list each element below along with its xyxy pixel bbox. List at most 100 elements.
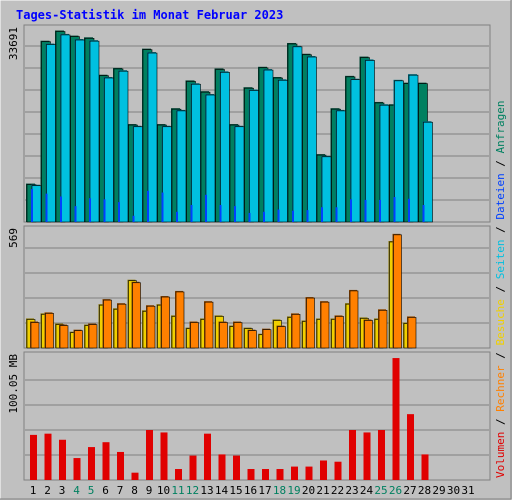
- bar-rechner-day-13: [204, 301, 214, 349]
- bar-rechner-day-23: [349, 290, 359, 349]
- x-tick-label: 24: [360, 484, 374, 497]
- x-tick-label: 15: [229, 484, 242, 497]
- bar-seiten-day-11: [176, 110, 187, 223]
- bar-seiten-day-21: [321, 156, 332, 223]
- bar-rechner-day-21: [320, 301, 330, 349]
- bar-seiten-day-4: [75, 39, 85, 223]
- bar-dateien-day-18: [277, 209, 280, 222]
- legend-item-anfragen: Anfragen: [494, 100, 507, 153]
- bar-rechner-day-10: [161, 296, 170, 349]
- bar-seiten-day-27: [408, 74, 419, 223]
- bar-volumen-day-5: [88, 447, 95, 480]
- chart-panels: 33691 569 100.05 MB: [7, 24, 491, 481]
- bar-rechner-day-22: [335, 316, 344, 349]
- x-tick-label: 26: [389, 484, 402, 497]
- x-tick-label: 13: [200, 484, 213, 497]
- bar-dateien-day-13: [205, 194, 207, 222]
- legend-text: Volumen / Rechner / Besuche / Seiten / D…: [494, 100, 507, 478]
- bar-rechner-day-17: [262, 329, 272, 349]
- bar-rechner-day-5: [88, 324, 98, 349]
- x-tick-label: 21: [316, 484, 329, 497]
- bar-rechner-day-1: [30, 322, 40, 349]
- bar-seiten-day-28: [423, 121, 433, 223]
- x-tick-label: 11: [171, 484, 184, 497]
- x-axis-labels: 1 2 3 4 5 6 7 8 9 10 11 12 13 14 15 16 17 18 19 20 21 22 23 24 2…: [30, 484, 475, 497]
- bar-rechner-day-15: [233, 322, 243, 349]
- x-tick-label: 25: [374, 484, 387, 497]
- bar-volumen-day-17: [262, 469, 269, 480]
- panel-volume: 100.05 MB: [7, 351, 491, 481]
- bar-seiten-day-15: [234, 126, 245, 223]
- bar-seiten-day-1: [31, 185, 42, 223]
- bar-volumen-day-8: [131, 472, 139, 480]
- legend-item-seiten: Seiten: [494, 240, 507, 280]
- x-tick-label: 16: [244, 484, 257, 497]
- bar-rechner-day-18: [277, 326, 286, 349]
- bar-dateien-day-16: [248, 212, 251, 222]
- x-tick-label: 5: [88, 484, 95, 497]
- x-tick-label: 10: [157, 484, 170, 497]
- x-tick-label: 28: [418, 484, 431, 497]
- x-tick-label: 20: [302, 484, 315, 497]
- x-tick-label: 4: [73, 484, 80, 497]
- x-tick-label: 27: [403, 484, 416, 497]
- bar-dateien-day-25: [379, 199, 381, 222]
- bar-volumen-day-14: [218, 454, 226, 480]
- bar-seiten-day-3: [60, 34, 71, 223]
- bar-seiten-day-26: [394, 80, 404, 223]
- bar-volumen-day-7: [117, 451, 124, 480]
- bar-seiten-day-2: [46, 44, 56, 223]
- bar-rechner-day-26: [393, 234, 402, 349]
- bar-dateien-day-4: [74, 206, 77, 222]
- bar-volumen-day-6: [102, 442, 110, 480]
- bar-seiten-day-17: [263, 69, 274, 223]
- bar-seiten-day-7: [118, 70, 129, 223]
- bar-volumen-day-1: [30, 434, 37, 480]
- bar-dateien-day-8: [132, 215, 135, 222]
- x-tick-label: 18: [273, 484, 286, 497]
- bar-dateien-day-22: [335, 207, 338, 222]
- legend-separator: /: [494, 220, 507, 240]
- bar-volumen-day-10: [160, 432, 168, 480]
- x-tick-label: 22: [331, 484, 344, 497]
- x-tick-label: 3: [59, 484, 66, 497]
- bar-rechner-day-9: [146, 305, 156, 349]
- bar-volumen-day-3: [59, 439, 66, 480]
- bar-seiten-day-25: [379, 104, 390, 223]
- panel-hits: 33691: [7, 24, 491, 223]
- x-tick-label: 31: [461, 484, 474, 497]
- bar-rechner-day-14: [219, 322, 228, 349]
- bar-volumen-day-26: [392, 358, 400, 480]
- panel-visits: 569: [7, 225, 491, 349]
- bar-volumen-day-4: [73, 458, 81, 480]
- bar-volumen-day-2: [44, 433, 52, 480]
- bar-volumen-day-24: [363, 432, 371, 480]
- bar-volumen-day-16: [247, 469, 255, 480]
- bar-volumen-day-27: [407, 414, 414, 480]
- x-tick-label: 7: [117, 484, 124, 497]
- x-tick-label: 14: [215, 484, 229, 497]
- legend-item-besuche: Besuche: [494, 299, 507, 345]
- bar-rechner-day-19: [291, 314, 301, 349]
- bar-dateien-day-1: [31, 189, 33, 222]
- bar-seiten-day-13: [205, 94, 216, 223]
- bar-dateien-day-19: [292, 210, 294, 222]
- bar-rechner-day-7: [117, 303, 127, 349]
- bar-volumen-day-20: [305, 466, 313, 480]
- x-tick-label: 19: [287, 484, 300, 497]
- chart-title: Tages-Statistik im Monat Februar 2023: [16, 8, 283, 22]
- bar-rechner-day-11: [175, 291, 185, 349]
- bar-volumen-day-25: [378, 430, 385, 480]
- bar-volumen-day-21: [320, 460, 327, 480]
- legend-item-volumen: Volumen: [494, 432, 507, 478]
- bar-volumen-day-28: [421, 454, 429, 480]
- bar-dateien-day-14: [219, 204, 222, 222]
- bar-dateien-day-2: [45, 193, 48, 222]
- bar-dateien-day-17: [263, 211, 265, 222]
- legend-separator: /: [494, 279, 507, 299]
- bar-seiten-day-5: [89, 40, 100, 223]
- bar-dateien-day-11: [176, 211, 178, 222]
- x-tick-label: 17: [258, 484, 271, 497]
- bar-volumen-day-22: [334, 461, 342, 480]
